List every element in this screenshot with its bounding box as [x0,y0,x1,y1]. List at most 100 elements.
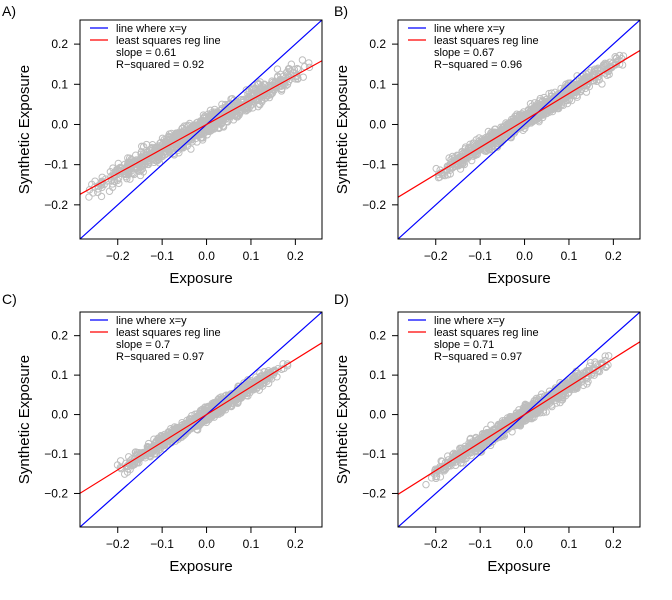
scatter-point [449,450,457,459]
scatter-point [250,381,258,389]
y-tick-label: 0.0 [51,408,68,422]
scatter-point [586,358,595,367]
x-tick-label: 0.2 [287,537,304,551]
scatter-point [598,80,606,88]
y-axis-label: Synthetic Exposure [334,65,351,194]
scatter-point [561,85,569,93]
y-tick-label: 0.1 [51,368,68,382]
y-tick-label: −0.1 [44,447,68,461]
scatter-point [199,414,208,422]
scatter-point [248,382,256,390]
scatter-point [618,61,627,69]
scatter-point [457,154,465,162]
plot-frame [79,19,323,240]
scatter-point [583,380,591,388]
scatter-point [448,152,457,161]
y-tick-label: −0.2 [44,486,68,500]
scatter-point [185,119,194,128]
legend-entry: line where x=y [116,315,187,327]
scatter-point [585,82,594,91]
scatter-point [590,65,599,73]
scatter-point [581,84,590,93]
panel-a: A) −0.2 −0.1 0.0 0.1 0.2 −0.2 −0.1 0.0 0.1 0.2 Expo… [2,3,323,287]
scatter-point [261,94,269,102]
x-tick-label: 0.1 [243,537,260,551]
legend-entry: line where x=y [434,315,505,327]
scatter-point [156,439,165,447]
y-tick-label: 0.1 [51,77,68,91]
scatter-point [468,440,476,448]
scatter-point [201,121,209,130]
panel-c: C) −0.2 −0.1 0.0 0.1 0.2 −0.2 −0.1 0.0 0.1 0.2 Expo… [2,291,323,575]
scatter-point [94,185,102,193]
scatter-point [201,128,209,137]
scatter-point [117,464,125,473]
scatter-point [596,66,604,75]
legend-r-squared: R−squared = 0.96 [434,59,522,71]
scatter-point [564,376,572,384]
scatter-point [432,164,440,173]
x-tick-label: −0.1 [150,249,174,263]
scatter-point [108,180,117,188]
scatter-point [548,107,557,116]
scatter-point [604,352,613,360]
scatter-point [193,121,201,129]
scatter-point [293,75,302,83]
scatter-point [221,406,230,414]
scatter-point [89,189,97,197]
scatter-point [114,159,123,168]
scatter-point [440,465,448,474]
scatter-point [98,177,106,186]
y-axis-label: Synthetic Exposure [16,65,33,194]
scatter-point [273,65,282,73]
x-tick-label: 0.1 [243,249,260,263]
legend-entry: least squares reg line [434,35,539,47]
regression-line [80,60,322,195]
scatter-point [133,158,141,167]
panel-d: D) −0.2 −0.1 0.0 0.1 0.2 −0.2 −0.1 0.0 0.1 0.2 Expo… [334,291,641,575]
scatter-point [219,123,228,131]
x-tick-label: −0.1 [150,537,174,551]
scatter-point [94,188,102,197]
scatter-point [286,75,294,83]
scatter-point [155,153,164,161]
scatter-point [139,149,148,158]
plot-frame [79,311,323,528]
scatter-point [580,74,589,82]
scatter-point [290,65,299,74]
scatter-point [492,139,500,147]
scatter-point [124,154,132,162]
scatter-point [127,167,135,175]
scatter-point [555,99,563,108]
scatter-point [422,480,430,489]
regression-line [398,341,640,495]
scatter-point [173,428,181,437]
y-tick-label: −0.1 [44,158,68,172]
x-tick-label: 0.2 [287,249,304,263]
scatter-point [255,100,263,108]
legend-r-squared: R−squared = 0.97 [434,351,522,363]
scatter-point [586,73,594,81]
scatter-point [499,124,508,132]
scatter-point [178,418,186,427]
scatter-point [158,152,167,161]
panel-label: C) [2,291,17,307]
scatter-point [467,143,475,151]
scatter-point [497,425,505,433]
scatter-point [518,113,527,122]
x-axis-label: Exposure [487,558,550,575]
scatter-point [85,193,93,201]
scatter-point [559,101,567,109]
scatter-point [544,396,553,404]
y-tick-label: 0.0 [369,408,386,422]
scatter-point [594,64,602,72]
scatter-point [256,78,264,86]
scatter-point [529,405,537,413]
scatter-point [123,174,131,183]
scatter-point [573,72,581,80]
scatter-point [434,465,443,473]
scatter-point [138,157,146,165]
regression-line [80,342,322,494]
